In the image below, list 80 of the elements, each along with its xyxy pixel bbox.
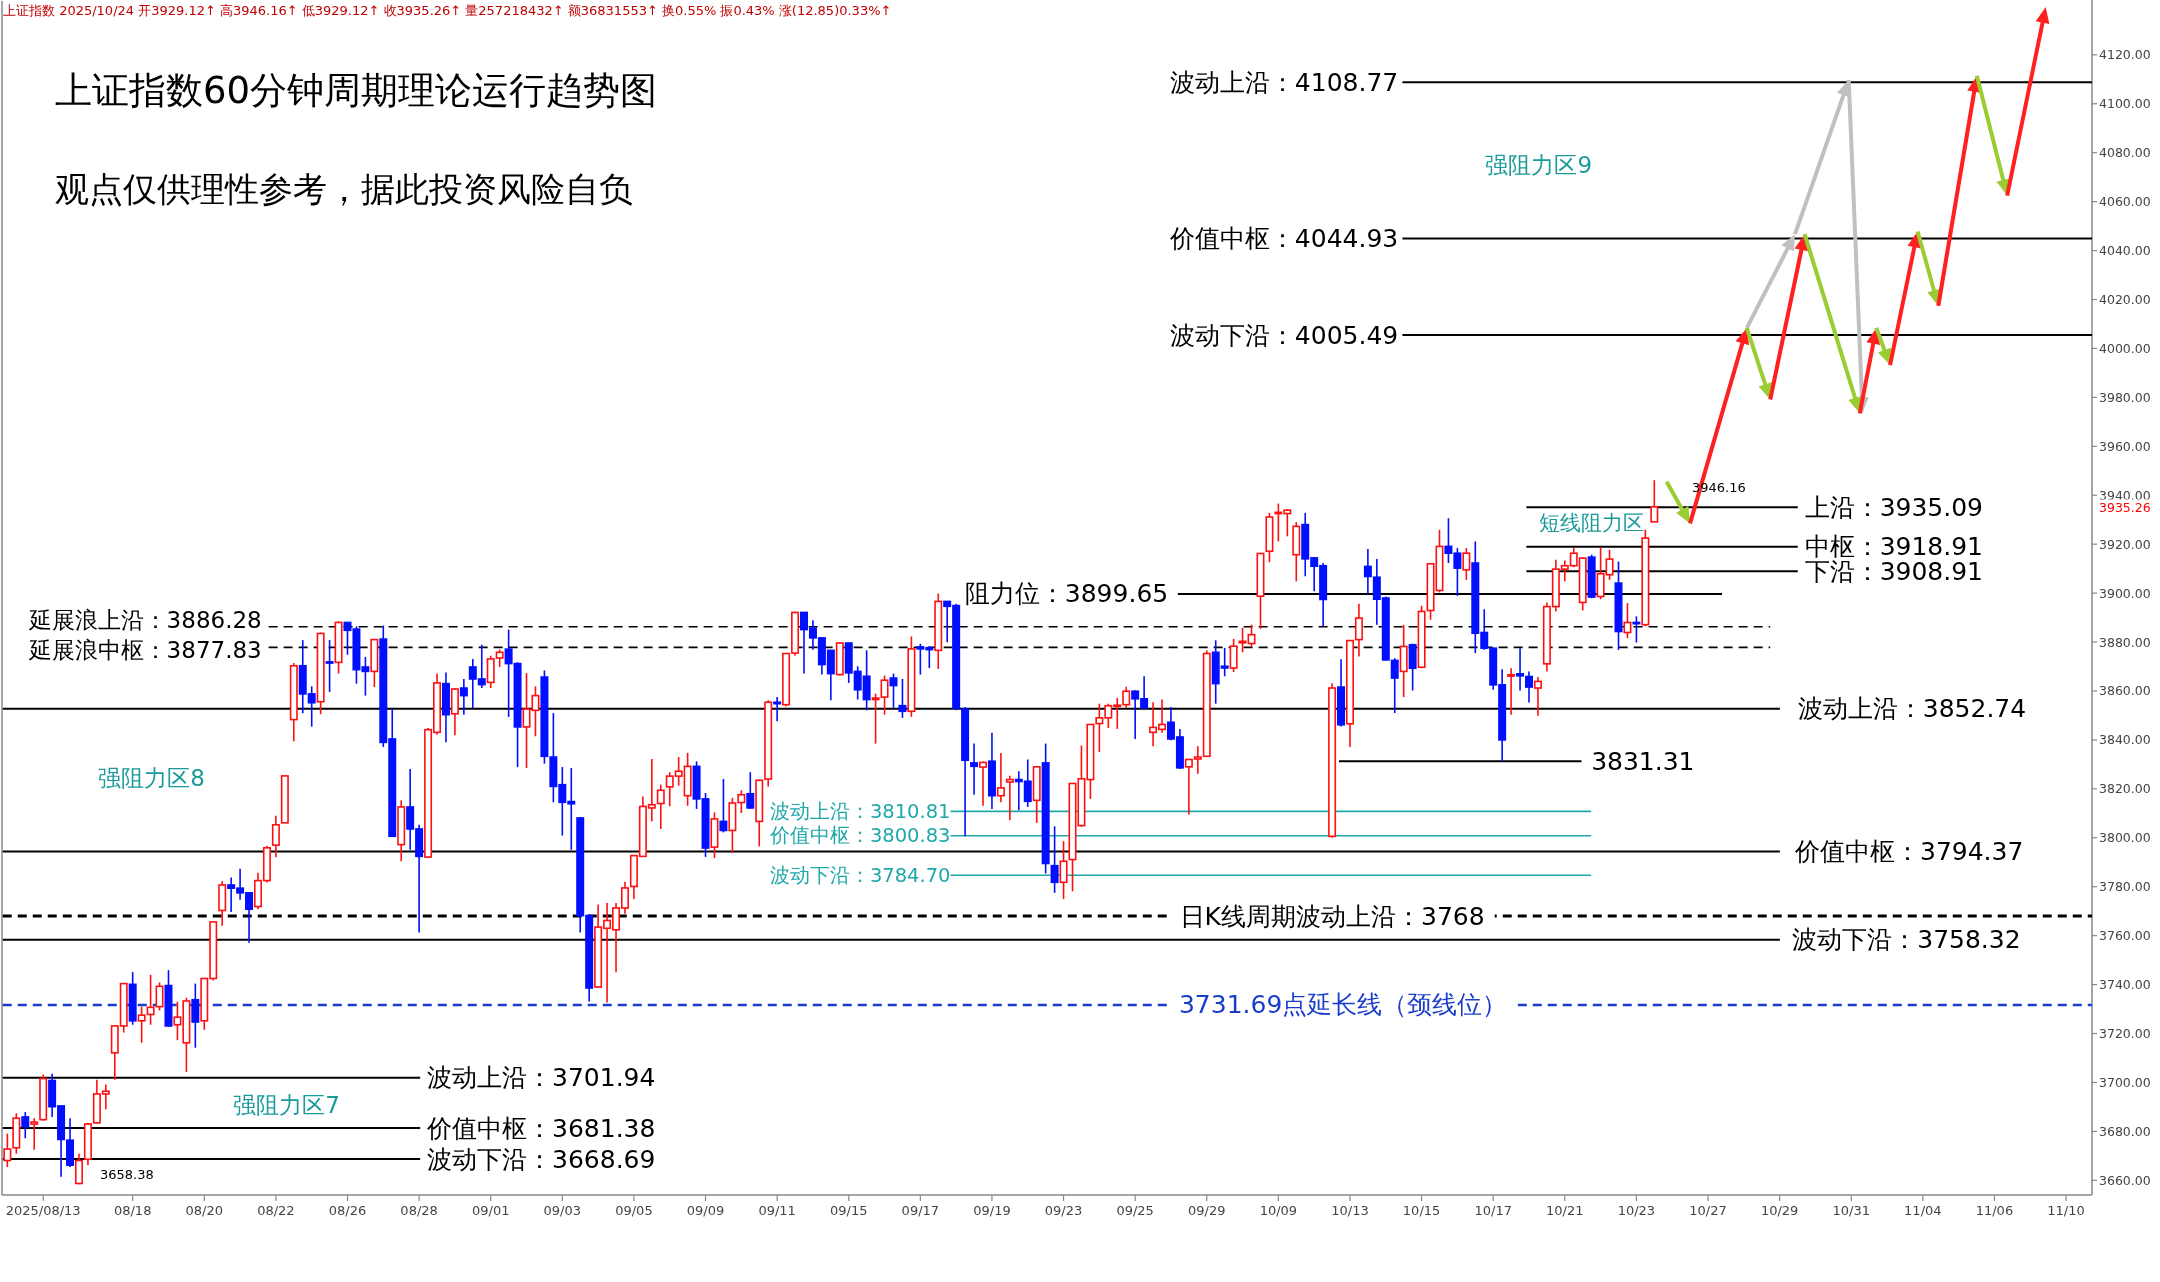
y-tick-label: 3700.00 [2099, 1074, 2151, 1090]
x-tick-label: 10/27 [1689, 1202, 1727, 1218]
ref-line-label: 延展浪上沿：3886.28 [27, 606, 262, 633]
x-tick-label: 09/05 [615, 1202, 653, 1218]
y-tick-label: 3840.00 [2099, 732, 2151, 748]
ref-line-label: 波动上沿：3701.94 [427, 1063, 656, 1093]
ref-line-label: 波动下沿：4005.49 [1169, 320, 1399, 350]
x-tick-label: 11/06 [1975, 1202, 2014, 1218]
y-tick-label: 4020.00 [2099, 292, 2151, 307]
ref-line-label: 日K线周期波动上沿：3768 [1179, 901, 1485, 931]
x-tick-label: 09/15 [830, 1202, 868, 1218]
x-tick-label: 10/09 [1259, 1202, 1298, 1218]
x-tick-label: 09/19 [973, 1202, 1011, 1218]
y-tick-label: 4060.00 [2099, 194, 2151, 210]
x-tick-label: 10/15 [1402, 1202, 1441, 1218]
ref-line-label: 价值中枢：3794.37 [1794, 837, 2024, 867]
ref-line-label: 3831.31 [1591, 746, 1695, 776]
x-tick-label: 08/26 [328, 1202, 367, 1218]
x-tick-label: 09/01 [471, 1202, 510, 1218]
ref-line-label: 上沿：3935.09 [1804, 492, 1984, 522]
annotation: 上证指数 2025/10/24 开3929.12↑ 高3946.16↑ 低3929.12↑ 收3935.26↑ 量257218432↑ 额36831553↑ 换0.55% 振0.43% 涨(12.85)0.33%↑ [3, 2, 892, 18]
x-tick-label: 09/17 [901, 1202, 940, 1218]
y-tick-label: 3960.00 [2099, 438, 2151, 454]
x-tick-label: 11/10 [2047, 1202, 2085, 1218]
annotation: 强阻力区8 [98, 765, 205, 792]
text: 观点仅供理性参考，据此投资风险自负 [55, 169, 633, 209]
ref-line-label: 阻力位：3899.65 [964, 579, 1169, 609]
ref-line-label: 波动下沿：3668.69 [427, 1144, 656, 1174]
x-tick-label: 09/25 [1116, 1202, 1154, 1218]
ref-line-label: 波动下沿：3758.32 [1792, 925, 2021, 955]
x-tick-label: 11/04 [1904, 1202, 1942, 1218]
y-tick-label: 4040.00 [2099, 243, 2151, 259]
x-tick-label: 2025/08/13 [5, 1202, 81, 1218]
x-tick-label: 08/18 [113, 1202, 152, 1218]
y-tick-label: 3660.00 [2099, 1172, 2151, 1188]
ref-line-label: 波动上沿：4108.77 [1169, 67, 1399, 97]
y-tick-label: 3880.00 [2099, 634, 2151, 650]
x-tick-label: 10/17 [1474, 1202, 1512, 1218]
ref-line-label: 波动上沿：3810.81 [769, 799, 951, 823]
y-tick-label: 3860.00 [2099, 683, 2151, 699]
ref-line-label: 波动上沿：3852.74 [1797, 694, 2027, 724]
y-tick-label: 3720.00 [2099, 1026, 2151, 1042]
x-tick-label: 10/29 [1760, 1202, 1799, 1218]
ref-line-label: 波动下沿：3784.70 [769, 863, 951, 887]
text: 3935.26 [2099, 499, 2151, 515]
y-tick-label: 3820.00 [2099, 781, 2151, 797]
y-tick-label: 3760.00 [2099, 928, 2151, 944]
text: 上证指数60分钟周期理论运行趋势图 [55, 68, 658, 112]
y-tick-label: 4000.00 [2099, 340, 2151, 356]
annotation: 短线阻力区 [1538, 511, 1644, 536]
y-tick-label: 3740.00 [2099, 977, 2151, 993]
y-tick-label: 4120.00 [2099, 47, 2151, 63]
y-tick-label: 3920.00 [2099, 536, 2151, 552]
ref-line-label: 价值中枢：3800.83 [768, 824, 951, 848]
x-tick-label: 09/09 [686, 1202, 725, 1218]
x-tick-label: 10/31 [1832, 1202, 1870, 1218]
x-tick-label: 10/23 [1617, 1202, 1656, 1218]
y-tick-label: 3900.00 [2099, 585, 2151, 601]
y-tick-label: 3780.00 [2099, 879, 2151, 895]
x-tick-label: 10/13 [1331, 1202, 1369, 1218]
x-tick-label: 08/28 [400, 1202, 438, 1218]
ref-line-label: 延展浪中枢：3877.83 [27, 637, 262, 664]
y-tick-label: 4080.00 [2099, 145, 2151, 161]
x-tick-label: 08/20 [185, 1202, 224, 1218]
annotation: 强阻力区9 [1485, 152, 1593, 179]
x-tick-label: 09/29 [1188, 1202, 1226, 1218]
y-tick-label: 3980.00 [2099, 389, 2151, 405]
y-tick-label: 3680.00 [2099, 1123, 2151, 1139]
ref-line-label: 3731.69点延长线（颈线位） [1178, 990, 1508, 1020]
y-tick-label: 4100.00 [2099, 96, 2151, 112]
x-tick-label: 09/11 [758, 1202, 796, 1218]
ref-line-label: 价值中枢：3681.38 [426, 1113, 656, 1143]
y-tick-label: 3800.00 [2099, 830, 2151, 846]
annotation: 3658.38 [100, 1166, 154, 1182]
annotation: 强阻力区7 [233, 1091, 340, 1118]
x-tick-label: 09/03 [543, 1202, 582, 1218]
x-tick-label: 10/21 [1546, 1202, 1584, 1218]
x-tick-label: 09/23 [1044, 1202, 1083, 1218]
x-tick-label: 08/22 [257, 1202, 295, 1218]
ref-line-label: 价值中枢：4044.93 [1168, 224, 1399, 253]
